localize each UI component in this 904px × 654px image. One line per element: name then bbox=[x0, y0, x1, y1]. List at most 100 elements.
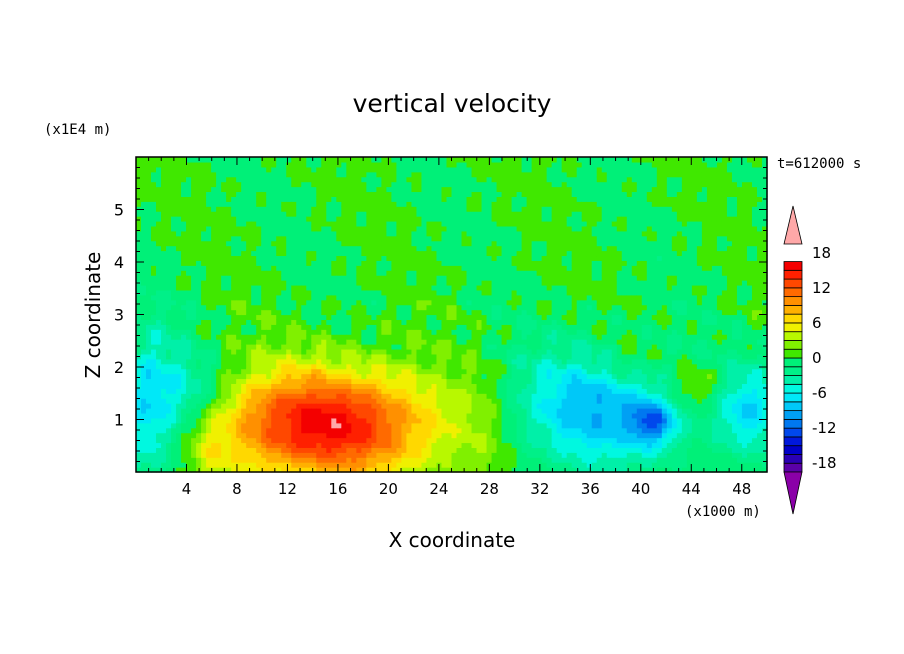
contour-cell bbox=[521, 339, 528, 345]
contour-cell bbox=[241, 467, 247, 473]
contour-cell bbox=[251, 157, 257, 163]
contour-cell bbox=[156, 216, 162, 222]
contour-cell bbox=[181, 275, 187, 281]
contour-cell bbox=[361, 442, 367, 448]
contour-cell bbox=[151, 452, 157, 458]
contour-cell bbox=[301, 250, 307, 257]
contour-cell bbox=[431, 289, 438, 296]
contour-cell bbox=[291, 462, 297, 468]
contour-cell bbox=[171, 235, 177, 242]
contour-cell bbox=[381, 240, 387, 247]
contour-cell bbox=[191, 240, 197, 247]
contour-cell bbox=[381, 383, 387, 389]
contour-cell bbox=[511, 388, 518, 394]
contour-cell bbox=[336, 245, 342, 252]
contour-cell bbox=[251, 339, 257, 345]
contour-cell bbox=[296, 240, 302, 247]
contour-cell bbox=[391, 230, 398, 237]
contour-cell bbox=[281, 412, 287, 419]
contour-cell bbox=[521, 378, 528, 385]
contour-cell bbox=[341, 378, 347, 385]
contour-cell bbox=[411, 447, 418, 453]
contour-cell bbox=[346, 304, 352, 311]
contour-cell bbox=[256, 452, 262, 458]
contour-cell bbox=[391, 373, 398, 380]
contour-cell bbox=[501, 294, 508, 301]
contour-cell bbox=[156, 245, 162, 252]
contour-cell bbox=[466, 171, 473, 178]
contour-cell bbox=[351, 206, 357, 212]
contour-cell bbox=[346, 289, 352, 296]
contour-cell bbox=[406, 378, 413, 385]
contour-cell bbox=[521, 383, 528, 389]
contour-cell bbox=[456, 255, 463, 261]
contour-cell bbox=[426, 363, 433, 370]
contour-cell bbox=[256, 408, 262, 414]
contour-cell bbox=[206, 270, 212, 276]
contour-cell bbox=[326, 447, 332, 453]
contour-cell bbox=[386, 299, 393, 306]
contour-cell bbox=[346, 422, 352, 429]
contour-cell bbox=[201, 255, 207, 261]
contour-cell bbox=[496, 275, 503, 281]
contour-cell bbox=[176, 206, 182, 212]
contour-cell bbox=[396, 432, 403, 439]
contour-cell bbox=[371, 191, 377, 197]
contour-cell bbox=[461, 220, 468, 227]
contour-cell bbox=[161, 457, 167, 463]
contour-cell bbox=[211, 378, 217, 385]
contour-cell bbox=[296, 176, 302, 183]
contour-cell bbox=[446, 314, 453, 321]
contour-cell bbox=[486, 388, 493, 394]
contour-cell bbox=[471, 206, 478, 212]
contour-cell bbox=[266, 191, 272, 197]
contour-cell bbox=[506, 235, 513, 242]
contour-cell bbox=[496, 225, 503, 232]
contour-cell bbox=[281, 339, 287, 345]
contour-cell bbox=[316, 166, 322, 173]
contour-cell bbox=[366, 412, 372, 419]
contour-cell bbox=[516, 378, 523, 385]
contour-cell bbox=[176, 422, 182, 429]
contour-cell bbox=[426, 304, 433, 311]
contour-cell bbox=[211, 412, 217, 419]
contour-cell bbox=[486, 393, 493, 399]
contour-cell bbox=[341, 220, 347, 227]
contour-cell bbox=[316, 284, 322, 291]
contour-cell bbox=[356, 412, 362, 419]
contour-cell bbox=[166, 467, 172, 473]
contour-cell bbox=[296, 304, 302, 311]
contour-cell bbox=[241, 275, 247, 281]
contour-cell bbox=[376, 334, 382, 340]
contour-cell bbox=[506, 353, 513, 360]
contour-cell bbox=[501, 353, 508, 360]
contour-cell bbox=[481, 289, 488, 296]
contour-cell bbox=[331, 358, 337, 365]
contour-cell bbox=[341, 265, 347, 271]
contour-cell bbox=[371, 280, 377, 286]
contour-cell bbox=[151, 437, 157, 444]
contour-cell bbox=[306, 181, 312, 188]
contour-cell bbox=[146, 230, 152, 237]
contour-cell bbox=[276, 235, 282, 242]
contour-cell bbox=[506, 265, 513, 271]
contour-cell bbox=[306, 191, 312, 197]
contour-cell bbox=[461, 265, 468, 271]
contour-cell bbox=[151, 368, 157, 375]
contour-cell bbox=[161, 181, 167, 188]
contour-cell bbox=[291, 314, 297, 321]
contour-cell bbox=[141, 412, 147, 419]
contour-cell bbox=[336, 294, 342, 301]
contour-cell bbox=[321, 339, 327, 345]
contour-cell bbox=[216, 329, 222, 335]
contour-cell bbox=[426, 216, 433, 222]
contour-cell bbox=[166, 206, 172, 212]
contour-cell bbox=[341, 299, 347, 306]
contour-cell bbox=[266, 412, 272, 419]
contour-cell bbox=[241, 412, 247, 419]
contour-cell bbox=[366, 417, 372, 424]
contour-cell bbox=[326, 186, 332, 193]
contour-cell bbox=[496, 373, 503, 380]
contour-cell bbox=[406, 240, 413, 247]
